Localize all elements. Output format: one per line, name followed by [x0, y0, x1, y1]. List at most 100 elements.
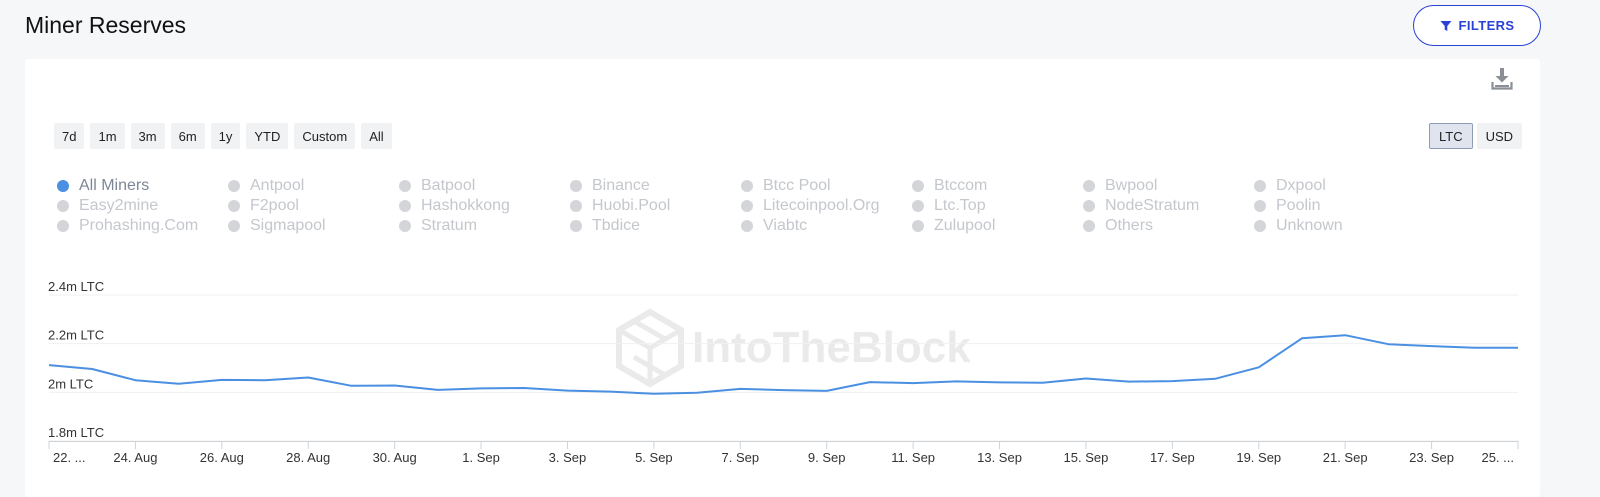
legend-item-ltc-top[interactable]: Ltc.Top [912, 196, 1083, 215]
legend-item-dxpool[interactable]: Dxpool [1254, 176, 1425, 195]
x-tick-label: 19. Sep [1236, 450, 1281, 465]
legend-label: Prohashing.Com [79, 216, 199, 234]
legend-label: Poolin [1276, 196, 1321, 214]
legend-label: Binance [592, 176, 650, 194]
legend-item-f2pool[interactable]: F2pool [228, 196, 399, 215]
legend-dot-icon [1254, 219, 1266, 232]
legend-item-poolin[interactable]: Poolin [1254, 196, 1425, 215]
legend-item-litecoinpool-org[interactable]: Litecoinpool.Org [741, 196, 912, 215]
legend-label: Others [1105, 216, 1154, 234]
range-button-1m[interactable]: 1m [90, 123, 125, 149]
x-tick-label: 25. ... [1481, 450, 1514, 465]
legend-item-easy2mine[interactable]: Easy2mine [57, 196, 228, 215]
x-tick-label: 24. Aug [113, 450, 157, 465]
range-button-6m[interactable]: 6m [170, 123, 205, 149]
intotheblock-watermark: IntoTheBlock [616, 308, 971, 388]
chart-legend: All Miners Antpool Batpool Binance Btcc Pool… [57, 176, 1457, 235]
legend-item-huobi-pool[interactable]: Huobi.Pool [570, 196, 741, 215]
time-range-selector: 7d 1m 3m 6m 1y YTD Custom All [54, 123, 392, 149]
legend-item-all-miners[interactable]: All Miners [57, 176, 228, 195]
legend-item-bwpool[interactable]: Bwpool [1083, 176, 1254, 195]
filters-label: FILTERS [1458, 18, 1515, 33]
legend-label: Dxpool [1276, 176, 1326, 194]
watermark-text: IntoTheBlock [692, 323, 971, 372]
legend-label: Viabtc [763, 216, 808, 234]
legend-dot-icon [57, 219, 69, 232]
legend-label: Btccom [934, 176, 988, 194]
range-button-7d[interactable]: 7d [54, 123, 85, 149]
x-tick-label: 9. Sep [808, 450, 846, 465]
legend-item-btccom[interactable]: Btccom [912, 176, 1083, 195]
legend-item-viabtc[interactable]: Viabtc [741, 216, 912, 235]
legend-item-others[interactable]: Others [1083, 216, 1254, 235]
legend-item-nodestratum[interactable]: NodeStratum [1083, 196, 1254, 215]
x-tick-label: 22. ... [53, 450, 86, 465]
range-button-custom[interactable]: Custom [294, 123, 356, 149]
x-tick-label: 13. Sep [977, 450, 1022, 465]
filter-icon [1440, 20, 1451, 31]
legend-dot-icon [912, 199, 924, 212]
x-tick-label: 23. Sep [1409, 450, 1454, 465]
legend-dot-icon [57, 179, 69, 192]
legend-label: F2pool [250, 196, 299, 214]
y-axis: 2.4m LTC 2.2m LTC 2m LTC 1.8m LTC [48, 279, 104, 440]
range-button-1y[interactable]: 1y [210, 123, 241, 149]
legend-dot-icon [1254, 199, 1266, 212]
x-tick-label: 17. Sep [1150, 450, 1195, 465]
x-tick-label: 26. Aug [200, 450, 244, 465]
legend-dot-icon [1083, 199, 1095, 212]
legend-label: Stratum [421, 216, 478, 234]
legend-label: Litecoinpool.Org [763, 196, 880, 214]
legend-item-zulupool[interactable]: Zulupool [912, 216, 1083, 235]
legend-label: Hashokkong [421, 196, 510, 214]
y-tick-label: 2.2m LTC [48, 328, 104, 343]
legend-dot-icon [228, 219, 240, 232]
range-button-3m[interactable]: 3m [130, 123, 165, 149]
filters-button[interactable]: FILTERS [1413, 5, 1541, 46]
y-tick-label: 1.8m LTC [48, 425, 104, 440]
legend-item-binance[interactable]: Binance [570, 176, 741, 195]
download-icon[interactable] [1491, 67, 1513, 91]
unit-selector: LTC USD [1429, 123, 1523, 149]
legend-label: Antpool [250, 176, 305, 194]
legend-label: NodeStratum [1105, 196, 1200, 214]
legend-item-antpool[interactable]: Antpool [228, 176, 399, 195]
legend-dot-icon [912, 219, 924, 232]
legend-dot-icon [741, 199, 753, 212]
legend-dot-icon [570, 199, 582, 212]
series-line-all-miners[interactable] [48, 334, 1518, 395]
legend-dot-icon [570, 219, 582, 232]
legend-item-btcc-pool[interactable]: Btcc Pool [741, 176, 912, 195]
legend-label: Batpool [421, 176, 476, 194]
legend-label: All Miners [79, 176, 150, 194]
legend-item-prohashing-com[interactable]: Prohashing.Com [57, 216, 228, 235]
legend-item-unknown[interactable]: Unknown [1254, 216, 1425, 235]
legend-label: Tbdice [592, 216, 641, 234]
x-tick-label: 15. Sep [1064, 450, 1109, 465]
legend-dot-icon [1254, 179, 1266, 192]
x-tick-label: 1. Sep [462, 450, 500, 465]
y-tick-label: 2m LTC [48, 376, 93, 391]
legend-item-hashokkong[interactable]: Hashokkong [399, 196, 570, 215]
legend-dot-icon [912, 179, 924, 192]
legend-dot-icon [570, 179, 582, 192]
legend-item-stratum[interactable]: Stratum [399, 216, 570, 235]
legend-dot-icon [1083, 179, 1095, 192]
range-button-ytd[interactable]: YTD [246, 123, 289, 149]
x-axis: 22. ... 24. Aug 26. Aug 28. Aug 30. Aug 1. Se… [48, 441, 1519, 465]
legend-dot-icon [228, 179, 240, 192]
legend-label: Btcc Pool [763, 176, 831, 194]
x-tick-label: 21. Sep [1323, 450, 1368, 465]
legend-item-tbdice[interactable]: Tbdice [570, 216, 741, 235]
legend-item-sigmapool[interactable]: Sigmapool [228, 216, 399, 235]
legend-label: Huobi.Pool [592, 196, 671, 214]
range-button-all[interactable]: All [361, 123, 392, 149]
legend-item-batpool[interactable]: Batpool [399, 176, 570, 195]
unit-button-ltc[interactable]: LTC [1429, 123, 1473, 149]
legend-label: Bwpool [1105, 176, 1158, 194]
legend-dot-icon [228, 199, 240, 212]
legend-dot-icon [399, 179, 411, 192]
chart-card: 7d 1m 3m 6m 1y YTD Custom All LTC USD All Miners… [25, 59, 1540, 497]
unit-button-usd[interactable]: USD [1476, 123, 1523, 149]
